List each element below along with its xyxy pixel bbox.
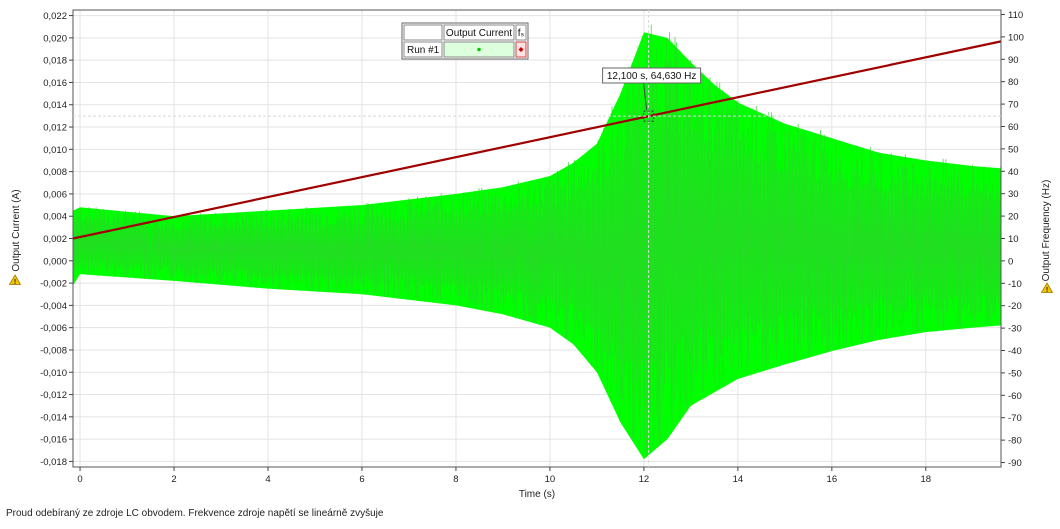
y-left-tick-label: -0,016 — [40, 435, 67, 446]
y-left-tick-label: -0,014 — [40, 412, 67, 423]
x-tick-label: 8 — [453, 474, 458, 485]
y-right-tick-label: 10 — [1008, 234, 1019, 245]
y-right-tick-label: 0 — [1008, 256, 1013, 267]
frequency-series-line — [72, 40, 1002, 240]
y-left-tick-label: -0,012 — [40, 390, 67, 401]
x-tick-label: 2 — [171, 474, 176, 485]
x-tick-label: 18 — [921, 474, 932, 485]
y-right-tick-label: 30 — [1008, 189, 1019, 200]
legend-header-cell — [443, 24, 515, 41]
y-right-tick-label: -50 — [1008, 368, 1022, 379]
y-right-tick-label: 100 — [1008, 32, 1024, 43]
y-right-tick-label: -80 — [1008, 436, 1022, 447]
cursor-label: 12,100 s, 64,630 Hz — [607, 71, 697, 82]
y-axis-right-label: Output Frequency (Hz) — [1041, 180, 1052, 282]
warning-triangle — [8, 274, 22, 285]
warning-mark: ! — [14, 279, 16, 286]
legend[interactable]: Output Current fₛ Run #1 — [401, 22, 529, 60]
legend-row-label: Run #1 — [407, 45, 440, 56]
x-axis-label: Time (s) — [519, 489, 555, 500]
y-right-tick-label: -70 — [1008, 413, 1022, 424]
y-left-tick-label: -0,018 — [40, 457, 67, 468]
cursor-label-box — [602, 67, 702, 84]
x-tick-label: 16 — [827, 474, 838, 485]
y-left-tick-label: 0,000 — [43, 256, 67, 267]
y-right-tick-label: 40 — [1008, 167, 1019, 178]
x-tick-label: 4 — [265, 474, 270, 485]
y-left-tick-label: 0,006 — [43, 189, 67, 200]
y-right-tick-label: 50 — [1008, 144, 1019, 155]
cursor-leader — [643, 82, 648, 111]
y-left-tick-label: 0,022 — [43, 11, 67, 22]
legend-arrows-icon — [518, 47, 524, 52]
legend-header-blank — [403, 24, 443, 41]
y-right-tick-label: -20 — [1008, 301, 1022, 312]
x-tick-label: 6 — [359, 474, 364, 485]
x-tick-label: 0 — [77, 474, 82, 485]
cursor-marker — [643, 110, 655, 122]
y-right-tick-label: -90 — [1008, 458, 1022, 469]
warning-icon[interactable]: ! — [8, 274, 22, 286]
y-right-tick-label: -30 — [1008, 324, 1022, 335]
x-tick-label: 10 — [545, 474, 556, 485]
y-left-tick-label: 0,012 — [43, 123, 67, 134]
y-left-tick-label: 0,014 — [43, 100, 67, 111]
plot-data — [72, 24, 1002, 460]
y-left-tick-label: -0,006 — [40, 323, 67, 334]
y-left-tick-label: 0,010 — [43, 145, 67, 156]
y-left-tick-label: 0,008 — [43, 167, 67, 178]
y-left-tick-label: 0,020 — [43, 33, 67, 44]
y-left-tick-label: -0,008 — [40, 345, 67, 356]
y-right-tick-label: 70 — [1008, 100, 1019, 111]
warning-icon[interactable]: ! — [1040, 282, 1054, 294]
y-left-tick-label: -0,004 — [40, 301, 67, 312]
legend-unit: fₛ — [518, 28, 525, 39]
chart: 0 2 4 6 8 10 12 14 16 18 0,022 0,020 0,018 0,016 0,014… — [8, 9, 1054, 500]
x-tick-label: 14 — [733, 474, 744, 485]
y-right-tick-label: 20 — [1008, 212, 1019, 223]
y-right-tick-label: -40 — [1008, 346, 1022, 357]
y-right-tick-label: 90 — [1008, 55, 1019, 66]
axes: 0 2 4 6 8 10 12 14 16 18 0,022 0,020 0,018 0,016 0,014… — [40, 9, 1024, 485]
y-right-tick-label: 110 — [1008, 10, 1023, 21]
legend-series-name: Output Current — [446, 28, 512, 39]
y-axis-left-label: Output Current (A) — [11, 189, 22, 271]
warning-triangle — [1040, 282, 1054, 293]
y-left-tick-label: 0,004 — [43, 212, 67, 223]
y-left-tick-label: -0,010 — [40, 368, 67, 379]
caption: Proud odebíraný ze zdroje LC obvodem. Fr… — [6, 508, 384, 519]
current-series-line — [72, 24, 1001, 458]
y-right-tick-label: 80 — [1008, 77, 1019, 88]
legend-unit-cell — [515, 24, 527, 41]
y-right-tick-label: 60 — [1008, 122, 1019, 133]
y-left-tick-label: 0,016 — [43, 78, 67, 89]
y-left-tick-label: -0,002 — [40, 279, 67, 290]
legend-row-label-cell — [403, 41, 443, 58]
y-right-tick-label: -60 — [1008, 391, 1022, 402]
cursor-annotation[interactable]: 12,100 s, 64,630 Hz — [73, 10, 1001, 467]
warning-mark: ! — [1046, 287, 1048, 294]
y-right-tick-label: -10 — [1008, 279, 1022, 290]
x-tick-label: 12 — [639, 474, 650, 485]
y-left-tick-label: 0,002 — [43, 234, 67, 245]
y-left-tick-label: 0,018 — [43, 56, 67, 67]
legend-marker — [477, 47, 481, 52]
